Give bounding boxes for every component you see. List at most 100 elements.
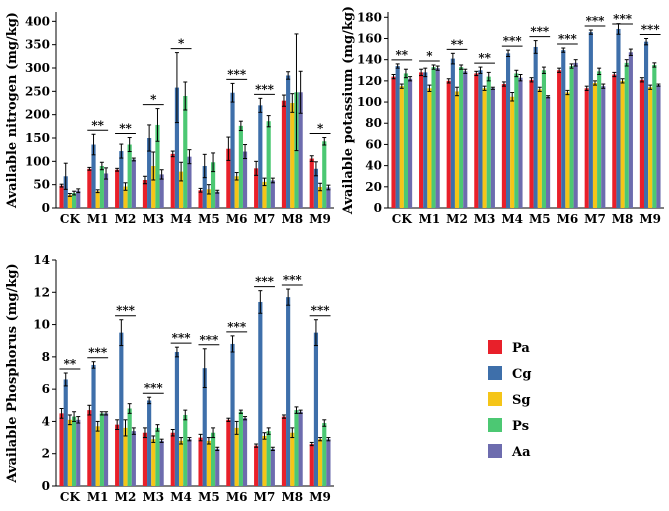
significance-mark: ** xyxy=(64,357,77,371)
bar-aa-m2 xyxy=(131,159,136,208)
y-tick-label: 150 xyxy=(25,131,50,145)
bar-sg-m5 xyxy=(206,189,211,208)
legend-swatch-ps xyxy=(488,418,502,432)
bar-cg-ck xyxy=(63,176,68,208)
y-tick-label: 250 xyxy=(25,84,50,98)
legend-swatch-pa xyxy=(488,340,502,354)
y-tick-label: 50 xyxy=(33,178,50,192)
bar-pa-m6 xyxy=(226,419,231,486)
bar-pa-m5 xyxy=(198,190,203,208)
y-tick-label: 60 xyxy=(365,137,382,151)
significance-mark: ** xyxy=(451,37,464,51)
bar-pa-m4 xyxy=(170,432,175,486)
bar-sg-m5 xyxy=(206,440,211,486)
bar-pa-m3 xyxy=(142,432,148,486)
bar-sg-m6 xyxy=(234,427,239,486)
bar-cg-ck xyxy=(395,66,400,208)
x-tick-label: M4 xyxy=(170,490,192,504)
significance-mark: *** xyxy=(116,304,136,318)
x-tick-label: M8 xyxy=(281,212,303,226)
legend-label-sg: Sg xyxy=(512,393,530,408)
x-tick-label: M5 xyxy=(529,212,551,226)
bar-sg-m3 xyxy=(151,439,156,486)
bar-ps-m8 xyxy=(294,410,299,486)
bar-ps-m5 xyxy=(210,432,216,486)
x-tick-label: M7 xyxy=(584,212,606,226)
legend-label-ps: Ps xyxy=(512,419,529,434)
bar-sg-m8 xyxy=(290,432,295,486)
x-tick-label: M5 xyxy=(198,212,220,226)
bar-aa-m7 xyxy=(270,448,275,486)
bar-pa-ck xyxy=(391,76,396,208)
bar-sg-m7 xyxy=(262,435,267,486)
bar-pa-m4 xyxy=(170,153,175,208)
significance-mark: *** xyxy=(88,346,108,360)
bar-aa-m1 xyxy=(435,68,440,208)
bar-cg-m6 xyxy=(230,92,235,208)
bar-ps-m8 xyxy=(624,62,629,209)
bar-cg-m7 xyxy=(588,32,593,208)
bar-cg-m2 xyxy=(119,332,124,486)
bar-cg-m5 xyxy=(533,46,538,209)
bar-sg-m6 xyxy=(565,92,570,208)
bar-aa-m5 xyxy=(215,448,220,486)
significance-mark: *** xyxy=(144,381,164,395)
bar-pa-m9 xyxy=(309,158,314,208)
bar-cg-m1 xyxy=(91,144,96,208)
bar-sg-m8 xyxy=(290,103,295,208)
bar-cg-m9 xyxy=(313,332,319,486)
y-axis-label: Available potassium (mg/kg) xyxy=(341,6,356,215)
bar-sg-m7 xyxy=(592,82,598,208)
bar-cg-m2 xyxy=(119,151,124,208)
bar-pa-m3 xyxy=(142,180,148,208)
bar-cg-m1 xyxy=(91,364,96,486)
significance-mark: * xyxy=(426,49,433,63)
bar-aa-m2 xyxy=(131,431,136,486)
x-tick-label: M6 xyxy=(226,490,248,504)
bar-aa-m6 xyxy=(242,418,248,486)
bar-cg-m2 xyxy=(450,58,455,209)
bar-aa-m7 xyxy=(270,180,275,208)
y-tick-label: 8 xyxy=(42,350,50,364)
significance-mark: ** xyxy=(478,51,491,65)
bar-sg-m4 xyxy=(510,96,515,208)
y-tick-label: 80 xyxy=(365,116,382,130)
x-tick-label: M9 xyxy=(309,490,331,504)
bar-pa-ck xyxy=(59,413,64,486)
bar-cg-m3 xyxy=(147,400,152,486)
bar-aa-m4 xyxy=(187,439,192,486)
y-tick-label: 140 xyxy=(357,53,382,67)
bar-pa-m2 xyxy=(115,424,120,486)
bar-pa-m3 xyxy=(474,73,479,209)
y-tick-label: 6 xyxy=(42,382,50,396)
bar-pa-m6 xyxy=(226,148,231,208)
x-tick-label: M3 xyxy=(142,490,164,504)
bar-sg-m8 xyxy=(620,80,625,208)
significance-mark: *** xyxy=(503,34,523,48)
bar-sg-m2 xyxy=(123,186,128,208)
significance-mark: *** xyxy=(255,275,275,289)
significance-mark: *** xyxy=(255,82,275,96)
x-tick-label: M7 xyxy=(254,212,276,226)
bar-ps-m1 xyxy=(99,413,104,486)
bar-sg-m1 xyxy=(95,191,100,208)
x-tick-label: CK xyxy=(392,212,413,226)
bar-aa-m8 xyxy=(298,92,303,208)
bar-sg-m3 xyxy=(482,88,487,208)
bar-aa-m8 xyxy=(628,52,633,208)
bar-pa-m8 xyxy=(612,74,617,208)
bar-pa-m9 xyxy=(309,444,314,486)
bar-aa-m9 xyxy=(656,85,661,208)
bar-cg-m8 xyxy=(286,75,291,208)
x-tick-label: M1 xyxy=(87,212,109,226)
bar-aa-m7 xyxy=(601,86,606,208)
significance-mark: *** xyxy=(227,320,247,334)
bar-cg-m6 xyxy=(561,50,566,209)
bar-sg-m7 xyxy=(262,181,267,208)
y-tick-label: 160 xyxy=(357,31,382,45)
bar-aa-m1 xyxy=(103,413,109,486)
bar-pa-m4 xyxy=(501,84,506,208)
x-tick-label: M4 xyxy=(501,212,523,226)
bar-ps-m7 xyxy=(597,71,602,208)
